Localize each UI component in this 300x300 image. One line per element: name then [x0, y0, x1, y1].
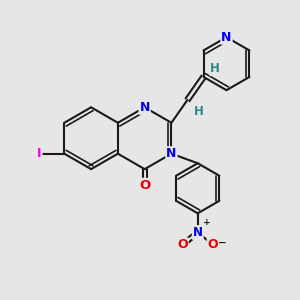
- Text: I: I: [37, 147, 42, 160]
- Text: +: +: [203, 218, 211, 227]
- Text: O: O: [139, 179, 150, 192]
- Text: N: N: [193, 226, 203, 239]
- Text: N: N: [140, 101, 150, 114]
- Text: H: H: [194, 105, 204, 118]
- Text: N: N: [221, 31, 232, 44]
- Text: N: N: [166, 147, 177, 160]
- Text: O: O: [208, 238, 218, 251]
- Text: O: O: [177, 238, 188, 251]
- Text: −: −: [218, 238, 227, 248]
- Text: H: H: [210, 62, 220, 76]
